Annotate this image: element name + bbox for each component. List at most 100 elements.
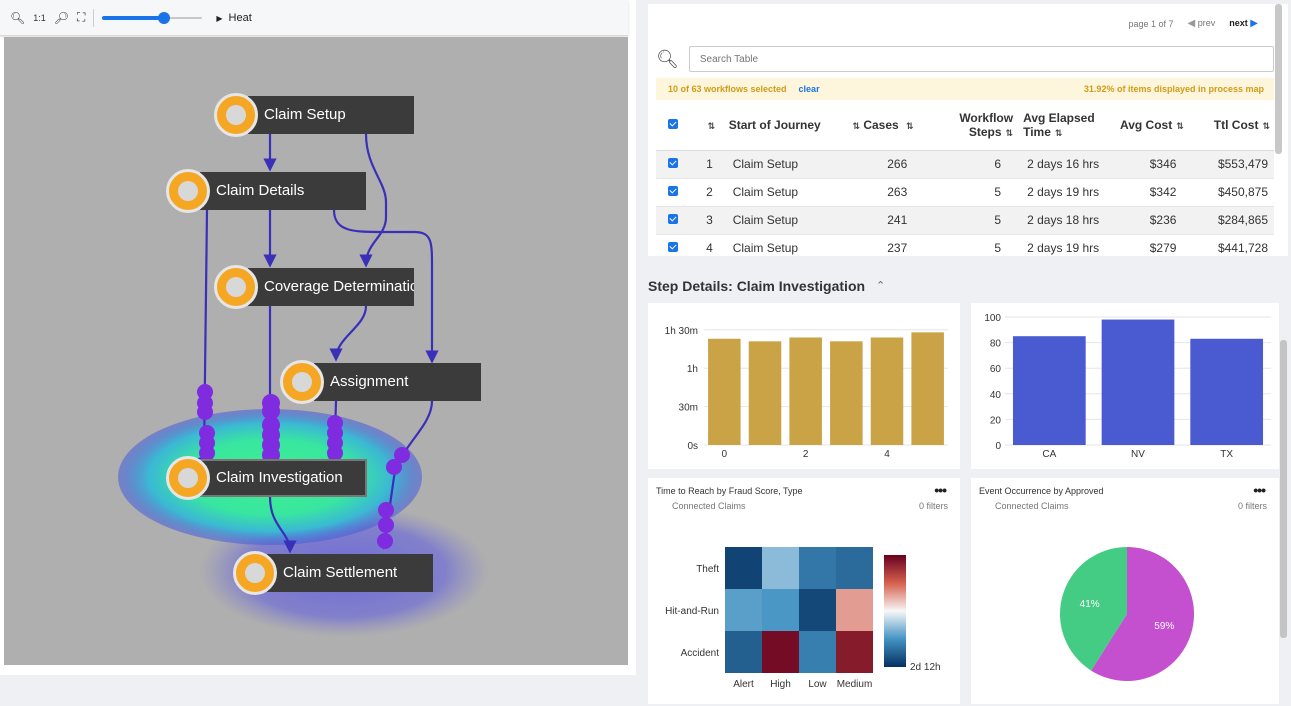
prev-button[interactable]: ◀ prev [1188, 18, 1216, 29]
zoom-slider-thumb[interactable] [158, 11, 171, 24]
table-row[interactable]: 2 Claim Setup 263 5 2 days 19 hrs $342 $… [656, 178, 1274, 207]
col-start-of-journey[interactable]: Start of Journey [728, 100, 849, 151]
x-tick-label: Alert [733, 679, 754, 690]
page-scrollbar[interactable] [1280, 340, 1287, 638]
bar [708, 338, 741, 445]
y-tick-label: Hit-and-Run [665, 606, 719, 617]
workflow-table: ⇅ Start of Journey ⇅ Cases ⇅ Workflow St… [656, 100, 1274, 256]
table-scrollbar[interactable] [1275, 4, 1282, 154]
fit-screen-icon[interactable]: ⛶ [76, 10, 86, 24]
search-input[interactable] [688, 46, 1274, 72]
table-row[interactable]: 3 Claim Setup 241 5 2 days 18 hrs $236 $… [656, 206, 1274, 235]
next-button[interactable]: next ▶ [1229, 18, 1258, 29]
x-tick-label: Low [808, 679, 827, 690]
header-label: Avg Elapsed Time [1023, 110, 1095, 139]
heatmap-cell [725, 589, 762, 631]
node-claim-settlement[interactable]: Claim Settlement [233, 551, 433, 595]
sort-icon: ⇅ [1005, 128, 1014, 139]
process-map-panel: 🔍︎ 1:1 🔎︎ ⛶ ▶ Heat [0, 0, 636, 675]
heat-toggle[interactable]: ▶ Heat [216, 12, 251, 24]
cell-total: $553,479 [1188, 150, 1274, 179]
cell-cost: $342 [1120, 178, 1189, 207]
zoom-slider-fill [102, 15, 165, 20]
node-claim-setup[interactable]: Claim Setup [214, 93, 414, 137]
table-row[interactable]: 1 Claim Setup 266 6 2 days 16 hrs $346 $… [656, 150, 1274, 179]
row-checkbox[interactable] [656, 234, 691, 256]
more-options-icon[interactable]: ••• [934, 482, 947, 498]
node-assignment[interactable]: Assignment [280, 360, 481, 404]
clear-selection-link[interactable]: clear [798, 84, 820, 94]
heatmap-cell [762, 589, 799, 631]
duration-bar-chart: 0s 30m 1h 1h 30m 0 2 4 [665, 326, 948, 460]
cell-total: $284,865 [1188, 206, 1274, 235]
node-status-icon [280, 360, 324, 404]
flow-token [197, 384, 213, 400]
process-map-canvas[interactable]: Claim Setup Claim Details Coverage Deter… [4, 37, 628, 665]
node-status-icon [233, 551, 277, 595]
heatmap-cell [799, 589, 836, 631]
col-avg-elapsed[interactable]: Avg Elapsed Time ⇅ [1013, 100, 1120, 151]
node-claim-investigation[interactable]: Claim Investigation [166, 456, 367, 500]
y-tick-label: 20 [990, 415, 1002, 426]
header-label: Start of Journey [728, 117, 821, 132]
node-status-icon [166, 169, 210, 213]
cell-cost: $279 [1120, 234, 1189, 256]
col-total-cost[interactable]: Ttl Cost ⇅ [1188, 100, 1274, 151]
x-tick-label: High [770, 679, 791, 690]
zoom-in-icon[interactable]: 🔍︎ [10, 10, 26, 25]
prev-label: prev [1197, 18, 1216, 28]
y-tick-label: 1h 30m [665, 326, 698, 337]
x-tick-label: CA [1042, 449, 1056, 460]
heat-label: Heat [228, 11, 252, 24]
cell-steps: 5 [923, 234, 1014, 256]
chevron-right-icon: ▶ [1250, 18, 1258, 29]
header-label: Cases [863, 117, 899, 132]
edge-investigation-settlement [268, 496, 297, 554]
cell-total: $441,728 [1188, 234, 1274, 256]
pager: page 1 of 7 ◀ prev next ▶ [1128, 18, 1258, 29]
select-all-checkbox[interactable] [656, 100, 691, 151]
table-row[interactable]: 4 Claim Setup 237 5 2 days 19 hrs $279 $… [656, 234, 1274, 256]
heatmap-card: Time to Reach by Fraud Score, Type ••• C… [648, 478, 960, 704]
x-tick-label: TX [1220, 449, 1233, 460]
checkbox-checked-icon [668, 214, 679, 224]
node-status-icon [214, 93, 258, 137]
node-label: Coverage Determination [248, 268, 414, 306]
row-checkbox[interactable] [656, 206, 691, 235]
row-index: 4 [690, 234, 729, 256]
row-checkbox[interactable] [656, 178, 691, 207]
cell-journey: Claim Setup [728, 178, 849, 207]
row-checkbox[interactable] [656, 150, 691, 179]
pie-title: Event Occurrence by Approved [979, 486, 1104, 496]
cell-cases: 266 [848, 150, 924, 179]
flow-token [378, 502, 394, 518]
col-avg-cost[interactable]: Avg Cost ⇅ [1120, 100, 1189, 151]
heatmap-cell [762, 631, 799, 673]
workflow-table-panel: page 1 of 7 ◀ prev next ▶ 🔍︎ 10 of 63 wo… [648, 4, 1288, 256]
sort-icon: ⇅ [1054, 128, 1063, 139]
col-workflow-steps[interactable]: Workflow Steps ⇅ [923, 100, 1014, 151]
pie-label: 59% [1154, 621, 1174, 632]
node-claim-details[interactable]: Claim Details [166, 169, 366, 213]
cell-elapsed: 2 days 19 hrs [1013, 178, 1120, 207]
y-tick-label: 30m [679, 403, 698, 414]
cell-cost: $236 [1120, 206, 1189, 235]
chevron-up-double-icon[interactable]: ⌃ [876, 279, 886, 292]
col-cases[interactable]: ⇅ Cases ⇅ [848, 100, 924, 151]
pie-slice [1060, 547, 1127, 671]
zoom-slider[interactable] [102, 11, 203, 25]
heatmap-cell [725, 547, 762, 589]
page-indicator: page 1 of 7 [1128, 18, 1174, 29]
cell-elapsed: 2 days 18 hrs [1013, 206, 1120, 235]
node-coverage-determination[interactable]: Coverage Determination [214, 265, 414, 309]
search-row: 🔍︎ [656, 46, 1274, 72]
index-sort[interactable]: ⇅ [690, 100, 729, 151]
zoom-out-icon[interactable]: 🔎︎ [53, 10, 69, 25]
cell-steps: 5 [923, 178, 1014, 207]
flow-tokens [197, 384, 410, 549]
heatmap-filters[interactable]: 0 filters [918, 501, 948, 511]
pie-filters[interactable]: 0 filters [1237, 501, 1267, 511]
more-options-icon[interactable]: ••• [1253, 482, 1266, 498]
one-to-one-button[interactable]: 1:1 [33, 12, 46, 23]
node-label: Claim Investigation [200, 459, 367, 497]
